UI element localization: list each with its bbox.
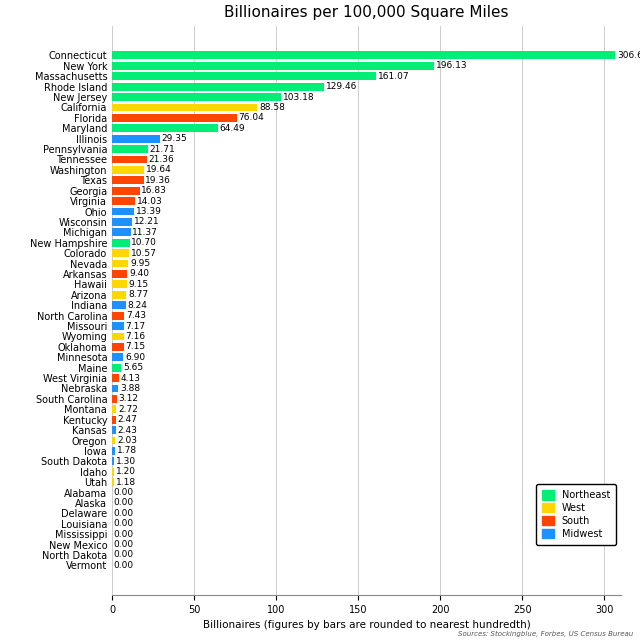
Text: 103.18: 103.18 — [283, 93, 315, 102]
Bar — [112, 228, 131, 236]
Text: 129.46: 129.46 — [326, 82, 358, 91]
Text: 19.64: 19.64 — [146, 165, 172, 174]
Bar — [112, 72, 376, 80]
Bar — [112, 249, 129, 257]
Text: 4.13: 4.13 — [120, 374, 140, 383]
Bar — [112, 166, 144, 174]
Text: 9.15: 9.15 — [129, 280, 148, 289]
Text: 21.36: 21.36 — [148, 155, 175, 164]
Text: 7.16: 7.16 — [125, 332, 145, 341]
Text: 196.13: 196.13 — [436, 61, 467, 70]
Text: 7.17: 7.17 — [125, 321, 145, 330]
Text: 9.95: 9.95 — [130, 259, 150, 268]
Text: 8.24: 8.24 — [127, 301, 147, 310]
Bar — [112, 291, 126, 299]
Bar — [112, 51, 615, 60]
Text: 0.00: 0.00 — [114, 519, 134, 528]
Text: 8.77: 8.77 — [128, 291, 148, 300]
Text: 3.88: 3.88 — [120, 384, 140, 393]
Text: 19.36: 19.36 — [145, 176, 172, 185]
Text: 2.03: 2.03 — [117, 436, 137, 445]
Bar — [112, 187, 140, 195]
Bar — [112, 280, 127, 288]
Bar — [112, 385, 118, 392]
Text: 7.15: 7.15 — [125, 342, 145, 351]
Text: 76.04: 76.04 — [239, 113, 264, 122]
X-axis label: Billionaires (figures by bars are rounded to nearest hundredth): Billionaires (figures by bars are rounde… — [202, 620, 531, 630]
Bar — [112, 478, 114, 486]
Bar — [112, 124, 218, 132]
Bar — [112, 93, 282, 101]
Text: 14.03: 14.03 — [137, 196, 163, 205]
Text: 12.21: 12.21 — [134, 218, 159, 227]
Bar — [112, 114, 237, 122]
Bar — [112, 333, 124, 340]
Bar — [112, 312, 124, 319]
Text: 10.70: 10.70 — [131, 238, 157, 247]
Bar — [112, 436, 115, 444]
Text: 16.83: 16.83 — [141, 186, 167, 195]
Text: 2.47: 2.47 — [118, 415, 138, 424]
Bar — [112, 364, 121, 372]
Bar — [112, 322, 124, 330]
Text: 0.00: 0.00 — [114, 530, 134, 539]
Text: 1.78: 1.78 — [116, 447, 137, 456]
Bar — [112, 104, 257, 111]
Bar — [112, 62, 434, 70]
Legend: Northeast, West, South, Midwest: Northeast, West, South, Midwest — [536, 484, 616, 545]
Bar — [112, 156, 147, 163]
Bar — [112, 197, 135, 205]
Text: 13.39: 13.39 — [136, 207, 161, 216]
Text: 306.67: 306.67 — [617, 51, 640, 60]
Text: 161.07: 161.07 — [378, 72, 410, 81]
Text: 0.00: 0.00 — [114, 540, 134, 549]
Text: 88.58: 88.58 — [259, 103, 285, 112]
Bar — [112, 270, 127, 278]
Text: 29.35: 29.35 — [162, 134, 188, 143]
Text: 10.57: 10.57 — [131, 249, 157, 258]
Bar — [112, 218, 132, 226]
Text: 2.72: 2.72 — [118, 404, 138, 414]
Text: 5.65: 5.65 — [123, 363, 143, 372]
Bar — [112, 207, 134, 216]
Text: 64.49: 64.49 — [220, 124, 245, 132]
Text: 0.00: 0.00 — [114, 550, 134, 559]
Bar — [112, 447, 115, 455]
Bar — [112, 405, 116, 413]
Bar — [112, 353, 124, 361]
Text: 11.37: 11.37 — [132, 228, 158, 237]
Text: 1.30: 1.30 — [116, 457, 136, 466]
Bar — [112, 301, 125, 309]
Bar — [112, 426, 116, 434]
Bar — [112, 177, 144, 184]
Bar — [112, 239, 129, 246]
Text: 1.18: 1.18 — [116, 477, 136, 486]
Bar — [112, 416, 116, 424]
Title: Billionaires per 100,000 Square Miles: Billionaires per 100,000 Square Miles — [224, 5, 509, 20]
Bar — [112, 458, 114, 465]
Text: 3.12: 3.12 — [119, 394, 139, 403]
Bar — [112, 343, 124, 351]
Text: 0.00: 0.00 — [114, 488, 134, 497]
Text: 21.71: 21.71 — [149, 145, 175, 154]
Bar — [112, 145, 148, 153]
Text: 6.90: 6.90 — [125, 353, 145, 362]
Bar — [112, 83, 324, 90]
Text: 1.20: 1.20 — [116, 467, 136, 476]
Bar — [112, 468, 114, 476]
Text: 0.00: 0.00 — [114, 561, 134, 570]
Text: 0.00: 0.00 — [114, 499, 134, 508]
Bar — [112, 135, 160, 143]
Text: 0.00: 0.00 — [114, 509, 134, 518]
Bar — [112, 374, 119, 382]
Text: 7.43: 7.43 — [126, 311, 146, 320]
Text: Sources: Stockingblue, Forbes, US Census Bureau: Sources: Stockingblue, Forbes, US Census… — [458, 630, 634, 637]
Text: 2.43: 2.43 — [118, 426, 138, 435]
Text: 9.40: 9.40 — [129, 269, 149, 278]
Bar — [112, 395, 117, 403]
Bar — [112, 260, 129, 268]
